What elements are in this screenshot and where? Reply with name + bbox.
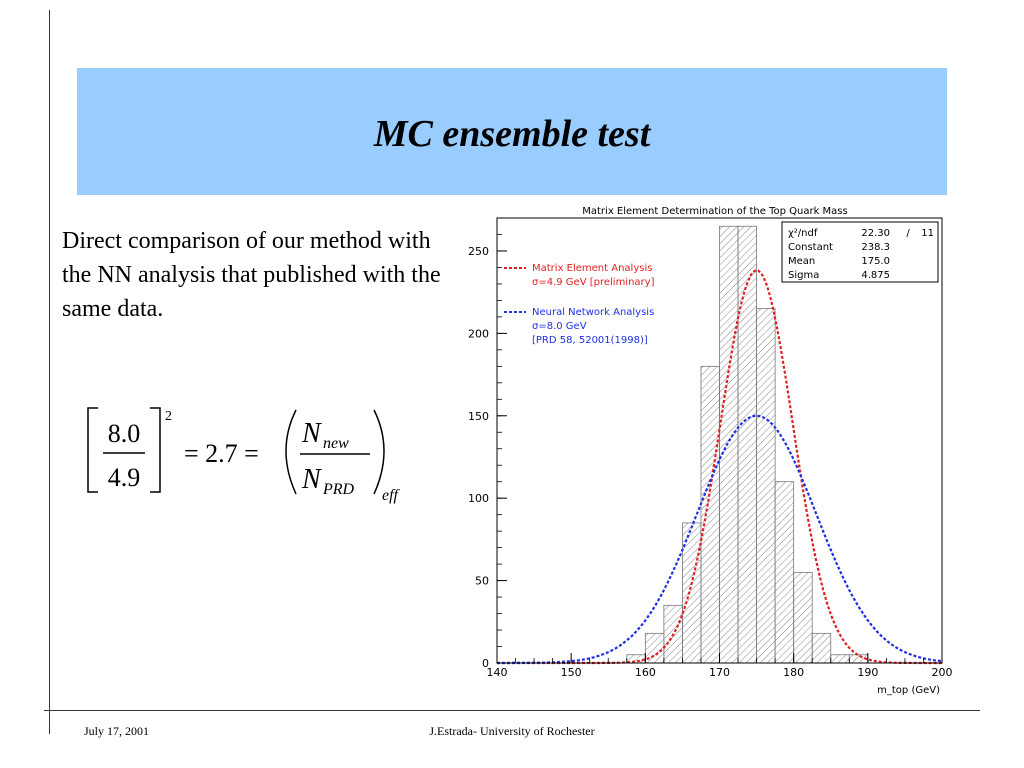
- y-tick-label: 0: [482, 657, 489, 670]
- x-tick-label: 160: [635, 666, 656, 679]
- chart-title: Matrix Element Determination of the Top …: [582, 206, 847, 217]
- body-text: Direct comparison of our method with the…: [62, 228, 441, 322]
- right-square-bracket: [150, 407, 161, 493]
- left-paren: [285, 409, 297, 495]
- fraction-denominator: 4.9: [108, 463, 141, 492]
- exponent: 2: [165, 409, 172, 424]
- x-tick-label: 140: [487, 666, 508, 679]
- legend-detail-nn: σ=8.0 GeV: [532, 321, 587, 332]
- neural-network-fit-curve: [497, 414, 943, 665]
- x-tick-label: 170: [709, 666, 730, 679]
- left-square-bracket: [87, 407, 98, 493]
- y-tick-label: 100: [468, 492, 489, 505]
- outer-subscript: eff: [382, 487, 401, 504]
- x-tick-label: 150: [561, 666, 582, 679]
- histogram-bar: [756, 308, 776, 664]
- legend-detail-matrix: σ=4.9 GeV [preliminary]: [532, 277, 655, 288]
- y-tick-label: 250: [468, 245, 489, 258]
- x-tick-label: 200: [932, 666, 953, 679]
- x-tick-label: 180: [783, 666, 804, 679]
- legend: Matrix Element Analysis σ=4.9 GeV [preli…: [504, 263, 655, 346]
- stats-value: 22.30: [861, 228, 890, 239]
- axes: 140 150 160 170 180 190 200 0 50 100 150 200 250: [468, 217, 953, 679]
- stats-ndf: 11: [921, 228, 934, 239]
- fraction-numerator: 8.0: [108, 419, 141, 448]
- y-tick-label: 150: [468, 410, 489, 423]
- histogram-bars: [626, 225, 869, 664]
- ratio-den-sub: PRD: [322, 481, 355, 498]
- legend-label-matrix: Matrix Element Analysis: [532, 263, 652, 274]
- histogram-bar: [719, 225, 739, 664]
- ratio-den-base: N: [301, 464, 322, 495]
- stats-separator: /: [906, 228, 910, 239]
- stats-value: 238.3: [861, 242, 890, 253]
- stats-value: 4.875: [861, 270, 890, 281]
- left-border-line: [49, 10, 50, 734]
- title-banner: MC ensemble test: [77, 68, 947, 195]
- x-tick-label: 190: [857, 666, 878, 679]
- footer-author: J.Estrada- University of Rochester: [429, 724, 595, 738]
- stats-box: χ²/ndf 22.30 / 11 Constant 238.3 Mean 175.0 Sigm…: [781, 221, 939, 283]
- fit-curves: [497, 269, 943, 665]
- histogram-bar: [682, 522, 702, 664]
- matrix-element-fit-curve: [497, 269, 942, 665]
- histogram-bar: [700, 365, 720, 664]
- equation: 8.0 4.9 2 = 2.7 = N new N PRD eff: [87, 407, 401, 504]
- ratio-num-base: N: [301, 418, 322, 449]
- footer-date: July 17, 2001: [84, 724, 150, 738]
- histogram-bar: [793, 571, 813, 664]
- stats-label: χ²/ndf: [788, 228, 818, 239]
- histogram-bar: [811, 632, 832, 664]
- stats-label: Constant: [788, 242, 833, 253]
- stats-label: Sigma: [788, 270, 819, 281]
- stats-box-frame: [781, 221, 939, 283]
- footer-divider-line: [44, 710, 980, 711]
- mass-histogram-chart: Matrix Element Determination of the Top …: [468, 206, 953, 696]
- ratio-num-sub: new: [323, 435, 349, 452]
- right-paren: [373, 409, 385, 495]
- legend-reference-nn: [PRD 58, 52001(1998)]: [532, 335, 648, 346]
- slide-title: MC ensemble test: [373, 113, 651, 155]
- histogram-bar: [774, 481, 795, 664]
- stats-value: 175.0: [861, 256, 890, 267]
- stats-label: Mean: [788, 256, 815, 267]
- y-tick-label: 50: [475, 575, 489, 588]
- histogram-bar: [830, 654, 850, 664]
- stats-rows: χ²/ndf 22.30 / 11 Constant 238.3 Mean 175.0 Sigm…: [788, 228, 934, 281]
- equals-value: = 2.7 =: [184, 439, 259, 468]
- histogram-bar: [737, 225, 757, 664]
- x-axis-label: m_top (GeV): [877, 685, 940, 696]
- legend-label-nn: Neural Network Analysis: [532, 307, 654, 318]
- y-tick-label: 200: [468, 327, 489, 340]
